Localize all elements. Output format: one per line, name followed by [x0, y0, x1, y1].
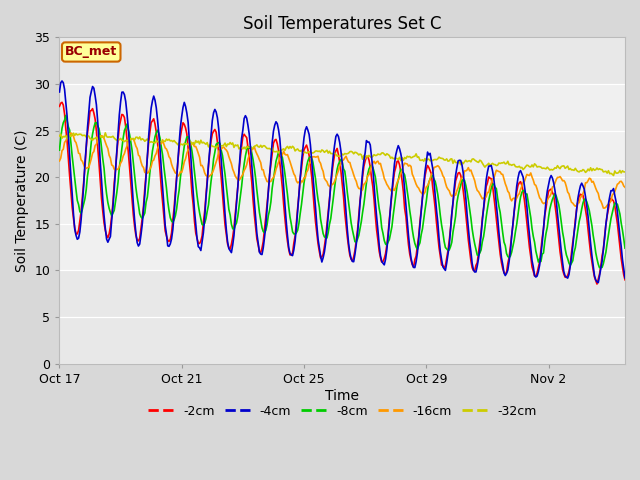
- Bar: [60, 84, 625, 270]
- Y-axis label: Soil Temperature (C): Soil Temperature (C): [15, 129, 29, 272]
- Title: Soil Temperatures Set C: Soil Temperatures Set C: [243, 15, 442, 33]
- X-axis label: Time: Time: [325, 388, 359, 403]
- Text: BC_met: BC_met: [65, 46, 117, 59]
- Legend: -2cm, -4cm, -8cm, -16cm, -32cm: -2cm, -4cm, -8cm, -16cm, -32cm: [143, 400, 541, 423]
